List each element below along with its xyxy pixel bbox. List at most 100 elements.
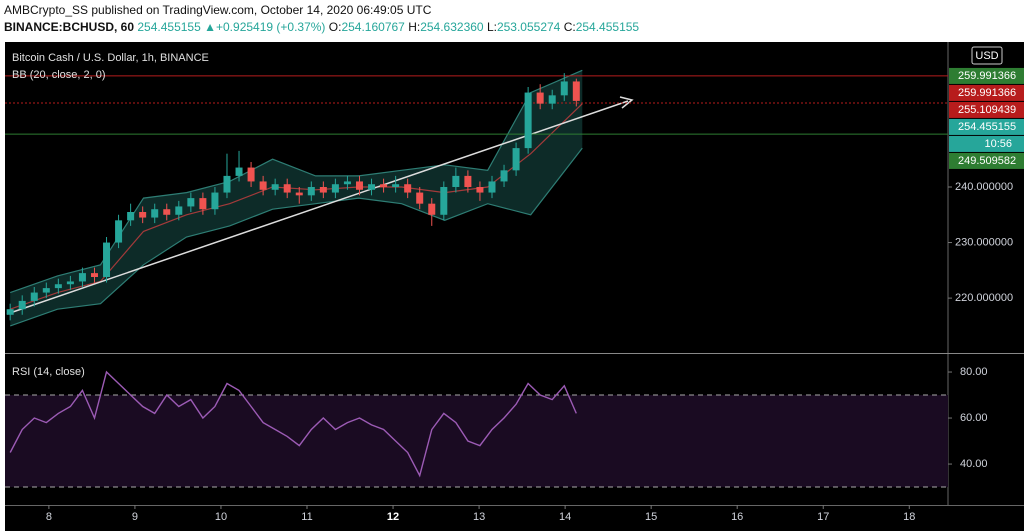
candle-body: [295, 192, 303, 196]
c-value: 254.455155: [575, 20, 640, 34]
candle-body: [392, 184, 400, 187]
candle-body: [175, 206, 183, 215]
candle-body: [18, 300, 26, 310]
candle-body: [235, 167, 243, 176]
candle-body: [464, 175, 472, 187]
candle-body: [343, 181, 351, 185]
candle-body: [139, 212, 147, 218]
x-tick-label: 10: [215, 511, 227, 523]
candle-body: [42, 288, 50, 293]
published: published on TradingView.com, October 14…: [91, 3, 432, 17]
price-label-box: [949, 135, 1024, 152]
y-tick-label: 240.000000: [955, 181, 1013, 193]
price-label-box: [949, 118, 1024, 135]
candle-body: [512, 148, 520, 171]
candle-body: [500, 170, 508, 182]
y-tick-label: 80.00: [960, 366, 988, 378]
candle-body: [115, 220, 123, 243]
candle-body: [355, 181, 363, 190]
rsi-title: RSI (14, close): [12, 366, 85, 378]
price-label: 10:56: [984, 138, 1012, 150]
candle-body: [6, 309, 14, 315]
x-tick-label: 8: [46, 511, 52, 523]
candle-body: [476, 187, 484, 193]
l-key: L:: [486, 20, 497, 34]
candle-body: [247, 167, 255, 182]
candle-body: [223, 175, 231, 193]
symbol: BINANCE:BCHUSD, 60: [4, 20, 135, 34]
price-label: 259.991366: [958, 87, 1016, 99]
chart-title: Bitcoin Cash / U.S. Dollar, 1h, BINANCE: [12, 52, 209, 64]
trend-arrow: [619, 96, 634, 109]
candle-body: [151, 209, 159, 218]
bb-lower: [10, 147, 583, 327]
price-label: 249.509582: [958, 155, 1016, 167]
bb-fill: [10, 70, 583, 326]
candle-body: [211, 192, 219, 210]
candle-body: [78, 273, 86, 282]
candle-body: [560, 81, 568, 96]
currency-box: [971, 46, 1003, 65]
candle-body: [572, 81, 580, 101]
y-tick-label: 60.00: [960, 412, 988, 424]
candle-body: [380, 184, 388, 187]
candle-body: [90, 273, 98, 277]
x-tick-label: 11: [301, 511, 312, 523]
candle-body: [440, 187, 448, 215]
ohlc: O:254.160767 H:254.632360 L:253.055274 C…: [329, 20, 639, 34]
y-tick-label: 40.00: [960, 458, 988, 470]
y-tick-label: 230.000000: [955, 236, 1013, 248]
y-tick-label: 220.000000: [955, 292, 1013, 304]
header: AMBCrypto_SS published on TradingView.co…: [4, 2, 639, 36]
candle-body: [524, 92, 532, 149]
candle-body: [127, 212, 135, 221]
h-key: H:: [408, 20, 421, 34]
o-key: O:: [328, 20, 342, 34]
candle-body: [452, 175, 460, 187]
last: 254.455155: [137, 20, 201, 34]
candle-body: [428, 203, 436, 215]
c-key: C:: [563, 20, 576, 34]
header-line: BINANCE:BCHUSD, 60 254.455155 ▲+0.925419…: [4, 19, 639, 36]
price-label: 259.991366: [958, 70, 1016, 82]
arrow: ▲: [204, 20, 216, 34]
candle-body: [368, 184, 376, 190]
currency: USD: [975, 50, 998, 62]
candle-body: [199, 198, 207, 210]
x-tick-label: 17: [817, 511, 829, 523]
h-value: 254.632360: [420, 20, 484, 34]
x-tick-label: 13: [473, 511, 485, 523]
candle-body: [163, 209, 171, 215]
candle-body: [404, 184, 412, 193]
x-tick-label: 12: [387, 511, 399, 523]
candle-body: [187, 198, 195, 207]
x-tick-label: 18: [903, 511, 915, 523]
candle-body: [319, 187, 327, 193]
candle-body: [54, 284, 62, 289]
candle-body: [488, 181, 496, 193]
indicator-label: BB (20, close, 2, 0): [12, 69, 106, 81]
change: +0.925419 (+0.37%): [216, 20, 326, 34]
x-tick-label: 16: [731, 511, 743, 523]
candle-body: [548, 95, 556, 104]
candle-body: [416, 192, 424, 204]
candle-body: [307, 187, 315, 196]
price-label-box: [949, 152, 1024, 169]
publisher: AMBCrypto_SS: [4, 3, 89, 17]
header-line: AMBCrypto_SS published on TradingView.co…: [4, 2, 639, 19]
candle-body: [283, 184, 291, 193]
x-tick-label: 15: [645, 511, 657, 523]
candle-body: [103, 242, 111, 277]
x-tick-label: 9: [132, 511, 138, 523]
x-tick-label: 14: [559, 511, 571, 523]
rsi-band-fill: [5, 395, 948, 488]
candle-body: [259, 181, 267, 190]
price-label: 255.109439: [958, 104, 1016, 116]
candle-body: [331, 184, 339, 193]
candle-body: [536, 92, 544, 104]
price-label-box: [949, 84, 1024, 101]
price-label-box: [949, 101, 1024, 118]
candle-body: [30, 292, 38, 301]
